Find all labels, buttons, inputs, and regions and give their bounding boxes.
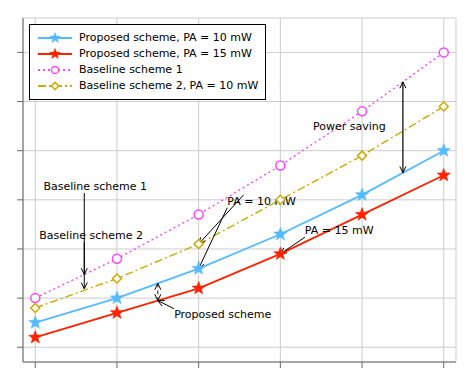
html-text:Baseline scheme 2, PA = 10 mW: Baseline scheme 2, PA = 10 mW: [79, 79, 259, 92]
html-text:Baseline scheme 1: Baseline scheme 1: [79, 63, 183, 76]
svg-text:Proposed scheme: Proposed scheme: [174, 308, 271, 321]
svg-text:Power saving: Power saving: [313, 120, 386, 133]
svg-text:PA = 15 mW: PA = 15 mW: [305, 224, 374, 237]
svg-text:Baseline scheme 2: Baseline scheme 2: [39, 229, 143, 242]
svg-text:PA = 10 mW: PA = 10 mW: [227, 194, 296, 208]
html-text:Proposed scheme, PA = 10 mW: Proposed scheme, PA = 10 mW: [79, 31, 252, 44]
svg-text:Baseline scheme 1: Baseline scheme 1: [43, 180, 147, 193]
html-text:Proposed scheme, PA = 15 mW: Proposed scheme, PA = 15 mW: [79, 47, 252, 60]
